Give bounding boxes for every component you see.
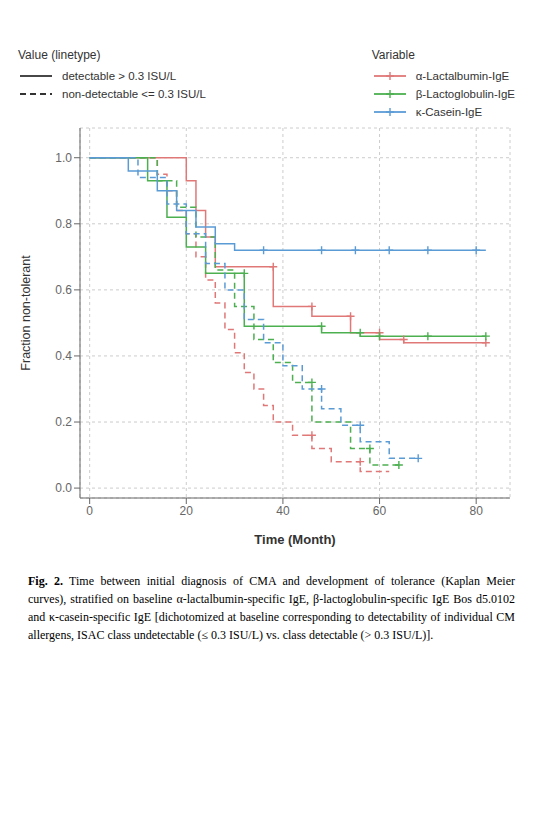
svg-text:0.2: 0.2 (55, 415, 72, 429)
svg-text:0.8: 0.8 (55, 217, 72, 231)
svg-text:40: 40 (276, 504, 290, 518)
svg-text:60: 60 (373, 504, 387, 518)
html-text:β-Lactoglobulin-IgE: β-Lactoglobulin-IgE (415, 88, 515, 100)
svg-text:1.0: 1.0 (55, 151, 72, 165)
html-text:Variable: Variable (371, 48, 415, 62)
html-text:non-detectable <= 0.3 ISU/L: non-detectable <= 0.3 ISU/L (62, 88, 206, 100)
svg-text:0.0: 0.0 (55, 481, 72, 495)
html-text:detectable > 0.3 ISU/L: detectable > 0.3 ISU/L (62, 70, 177, 82)
svg-text:0.4: 0.4 (55, 349, 72, 363)
svg-text:0: 0 (86, 504, 93, 518)
html-text:Value (linetype): Value (linetype) (18, 48, 101, 62)
html-text:Fig. 2.: Fig. 2. (28, 574, 64, 588)
svg-text:Time (Month): Time (Month) (254, 532, 335, 547)
svg-text:0.6: 0.6 (55, 283, 72, 297)
html-text:Time between initial diagnosis: Time between initial diagnosis of CMA an… (28, 574, 515, 642)
svg-text:20: 20 (180, 504, 194, 518)
svg-text:80: 80 (470, 504, 484, 518)
html-text:α-Lactalbumin-IgE: α-Lactalbumin-IgE (415, 70, 510, 82)
svg-text:Fraction non-tolerant: Fraction non-tolerant (19, 255, 33, 371)
html-text:κ-Casein-IgE: κ-Casein-IgE (415, 106, 483, 118)
